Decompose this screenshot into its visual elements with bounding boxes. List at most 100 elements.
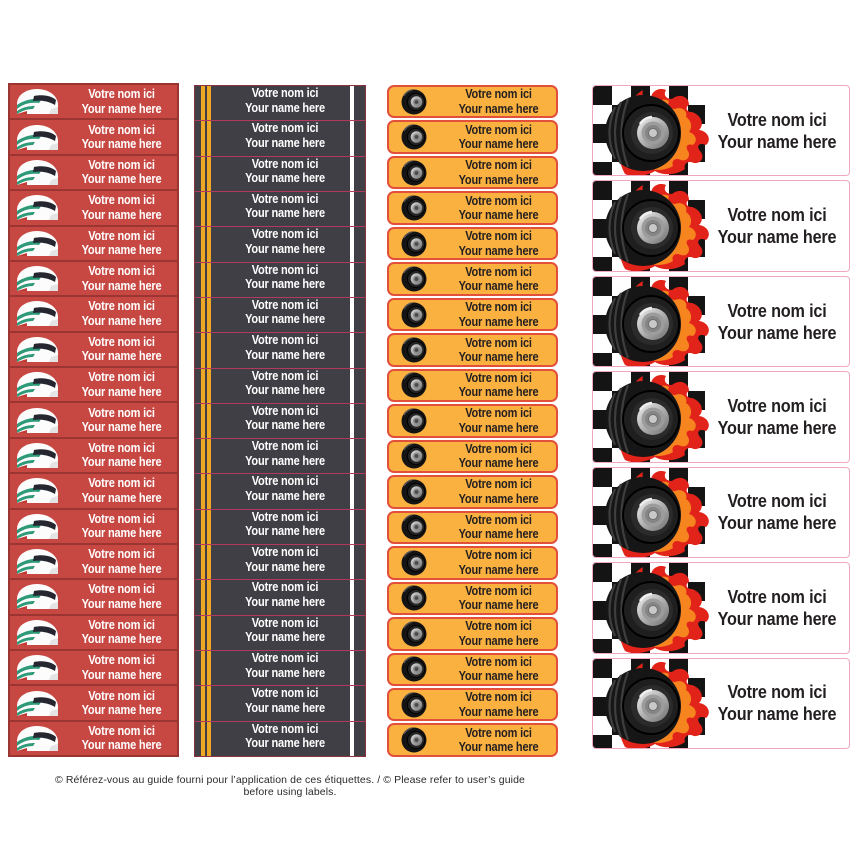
label-line1: Votre nom ici	[251, 156, 319, 171]
helmet-name-label: Votre nom ici Your name here	[8, 330, 179, 368]
label-line1: Votre nom ici	[465, 583, 532, 598]
racing-helmet-icon	[10, 300, 66, 327]
label-line2: Your name here	[458, 633, 539, 648]
label-line2: Your name here	[717, 227, 837, 248]
road-yellow-line-outer	[201, 86, 205, 756]
tire-name-label: Votre nom ici Your name here	[387, 687, 558, 722]
label-line2: Your name here	[245, 594, 325, 609]
tire-icon	[389, 123, 441, 151]
road-labels-column: Votre nom ici Your name here Votre nom i…	[194, 85, 366, 757]
tire-name-label: Votre nom ici Your name here	[387, 652, 558, 686]
label-line2: Your name here	[717, 704, 837, 725]
road-name-label: Votre nom ici Your name here	[195, 722, 365, 756]
label-line1: Votre nom ici	[465, 158, 532, 173]
tire-icon	[389, 336, 441, 364]
tire-icon	[389, 88, 441, 116]
label-line1: Votre nom ici	[88, 547, 155, 562]
tire-icon	[389, 442, 441, 470]
label-line2: Your name here	[81, 561, 162, 576]
flaming-tire-icon	[605, 661, 709, 748]
road-yellow-line-inner	[207, 86, 211, 756]
label-line1: Votre nom ici	[465, 477, 532, 492]
racing-helmet-icon	[10, 654, 66, 681]
label-line2: Your name here	[717, 608, 837, 629]
racing-helmet-icon	[10, 619, 66, 646]
road-name-label: Votre nom ici Your name here	[195, 191, 365, 228]
tire-icon	[389, 407, 441, 435]
label-line1: Votre nom ici	[251, 403, 319, 418]
usage-note: © Référez-vous au guide fourni pour l’ap…	[55, 774, 525, 798]
tire-name-label: Votre nom ici Your name here	[387, 510, 558, 545]
label-line2: Your name here	[81, 667, 162, 682]
flaming-tire-icon	[605, 566, 709, 653]
road-name-label: Votre nom ici Your name here	[195, 121, 365, 157]
racing-helmet-icon	[10, 265, 66, 292]
road-name-label: Votre nom ici Your name here	[195, 263, 365, 298]
label-line2: Your name here	[81, 455, 162, 470]
label-line2: Your name here	[458, 314, 539, 329]
label-line1: Votre nom ici	[465, 619, 532, 634]
label-line1: Votre nom ici	[465, 512, 532, 527]
label-line2: Your name here	[458, 137, 539, 152]
racing-helmet-icon	[10, 513, 66, 540]
label-line1: Votre nom ici	[727, 586, 827, 607]
label-line2: Your name here	[245, 736, 325, 751]
label-line2: Your name here	[245, 488, 325, 503]
racing-helmet-icon	[10, 690, 66, 717]
label-line2: Your name here	[81, 172, 162, 187]
label-line2: Your name here	[717, 131, 837, 152]
road-name-label: Votre nom ici Your name here	[195, 651, 365, 687]
label-line1: Votre nom ici	[465, 370, 532, 385]
racing-helmet-icon	[10, 583, 66, 610]
label-line1: Votre nom ici	[727, 395, 827, 416]
tire-icon	[389, 265, 441, 293]
flaming-tire-icon	[605, 375, 709, 462]
label-line1: Votre nom ici	[88, 122, 155, 137]
label-line1: Votre nom ici	[88, 370, 155, 385]
tire-icon	[389, 513, 441, 541]
tire-icon	[389, 620, 441, 648]
label-line2: Your name here	[717, 513, 837, 534]
helmet-labels-column: Votre nom ici Your name here	[8, 83, 179, 758]
label-line1: Votre nom ici	[88, 193, 155, 208]
label-line2: Your name here	[458, 279, 539, 294]
label-line2: Your name here	[245, 347, 325, 362]
label-line2: Your name here	[458, 350, 539, 365]
label-line1: Votre nom ici	[88, 476, 155, 491]
helmet-name-label: Votre nom ici Your name here	[8, 83, 179, 121]
label-line2: Your name here	[81, 137, 162, 152]
label-line1: Votre nom ici	[88, 582, 155, 597]
label-line1: Votre nom ici	[251, 297, 319, 312]
label-line1: Votre nom ici	[251, 191, 319, 206]
label-line1: Votre nom ici	[251, 721, 319, 736]
flaming-tire-icon	[605, 470, 709, 558]
label-line2: Your name here	[245, 206, 325, 221]
label-line1: Votre nom ici	[251, 262, 319, 277]
label-line2: Your name here	[458, 243, 539, 258]
label-line2: Your name here	[458, 527, 539, 542]
label-line1: Votre nom ici	[251, 651, 319, 665]
label-line2: Your name here	[81, 738, 162, 753]
tire-name-label: Votre nom ici Your name here	[387, 475, 558, 509]
tire-icon	[389, 194, 441, 222]
helmet-name-label: Votre nom ici Your name here	[8, 649, 179, 687]
label-line1: Votre nom ici	[88, 87, 155, 102]
label-line2: Your name here	[458, 101, 539, 116]
flaming-tire-icon	[605, 279, 709, 367]
label-line2: Your name here	[245, 312, 325, 327]
tire-icon	[389, 655, 441, 683]
road-white-line	[350, 86, 354, 756]
label-line1: Votre nom ici	[465, 193, 532, 208]
tire-icon	[389, 478, 441, 506]
label-line2: Your name here	[458, 385, 539, 400]
road-name-label: Votre nom ici Your name here	[195, 403, 365, 440]
label-line2: Your name here	[81, 243, 162, 258]
label-line1: Votre nom ici	[465, 406, 532, 421]
label-text-area: Votre nom ici Your name here	[709, 563, 845, 652]
flame-name-label: Votre nom ici Your name here	[592, 562, 850, 654]
label-line1: Votre nom ici	[251, 545, 319, 560]
label-line1: Votre nom ici	[465, 690, 532, 705]
label-line1: Votre nom ici	[465, 122, 532, 137]
label-line1: Votre nom ici	[88, 264, 155, 279]
tire-name-label: Votre nom ici Your name here	[387, 262, 558, 296]
